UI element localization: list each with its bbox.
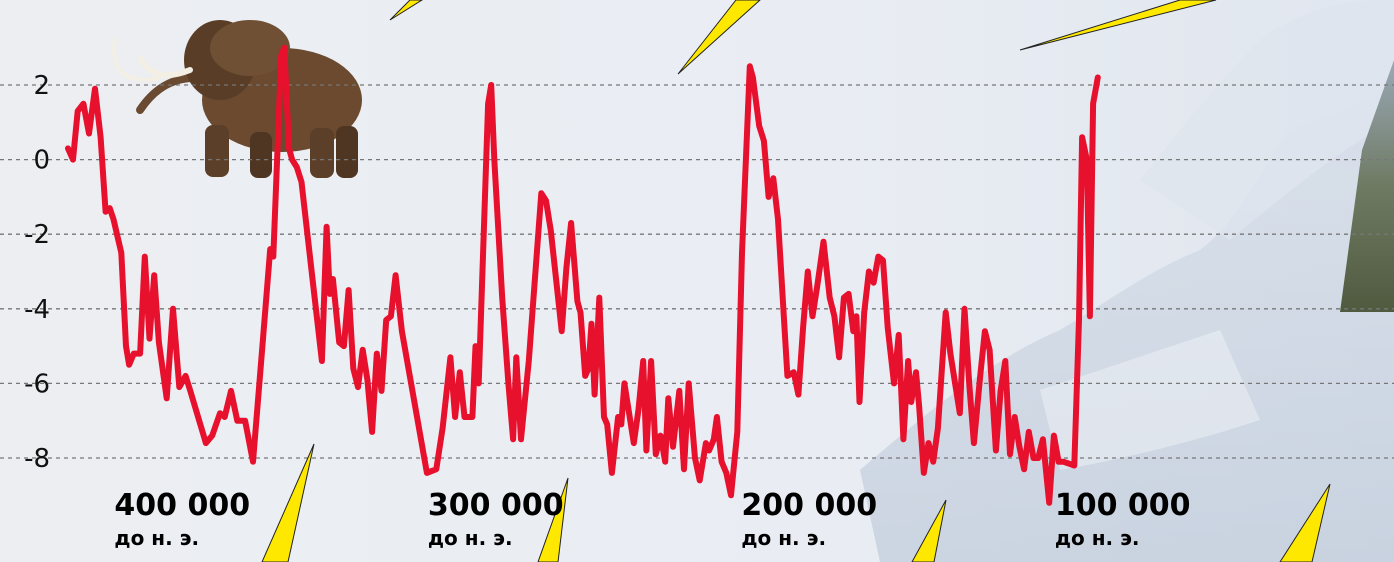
y-tick-label: 2 [33,71,50,101]
y-tick-label: -8 [24,444,50,474]
x-annotation-sublabel: до н. э. [741,526,826,550]
x-annotation: 400 000 до н. э. [114,488,250,550]
x-annotation-sublabel: до н. э. [114,526,199,550]
x-annotation: 100 000 до н. э. [1055,488,1191,550]
x-annotation-label: 300 000 [428,488,564,523]
x-annotation-label: 200 000 [741,488,877,523]
callout-pointer [677,0,761,75]
callout-pointer [261,443,315,562]
x-annotations: 400 000 до н. э. 300 000 до н. э. 200 000 до … [114,488,1190,550]
callout-pointer [911,499,947,562]
grid-lines [0,84,1394,459]
landscape-photo [1340,60,1394,312]
callout-pointer [1279,483,1331,562]
series-line [65,44,1101,506]
callouts [261,0,1331,562]
series-layer [65,44,1101,506]
y-tick-label: -4 [24,295,50,325]
x-annotation: 200 000 до н. э. [741,488,877,550]
x-annotation-sublabel: до н. э. [428,526,513,550]
y-tick-label: 0 [33,146,50,176]
callout-pointer [389,0,423,21]
callout-pointer [1019,0,1217,51]
callout-pointer [537,477,569,562]
x-annotation-sublabel: до н. э. [1055,526,1140,550]
x-annotation-label: 400 000 [114,488,250,523]
y-tick-label: -6 [24,369,50,399]
y-tick-label: -2 [24,220,50,250]
x-annotation-label: 100 000 [1055,488,1191,523]
y-axis-ticks: 2 0 -2 -4 -6 -8 [24,71,50,474]
x-annotation: 300 000 до н. э. [428,488,564,550]
